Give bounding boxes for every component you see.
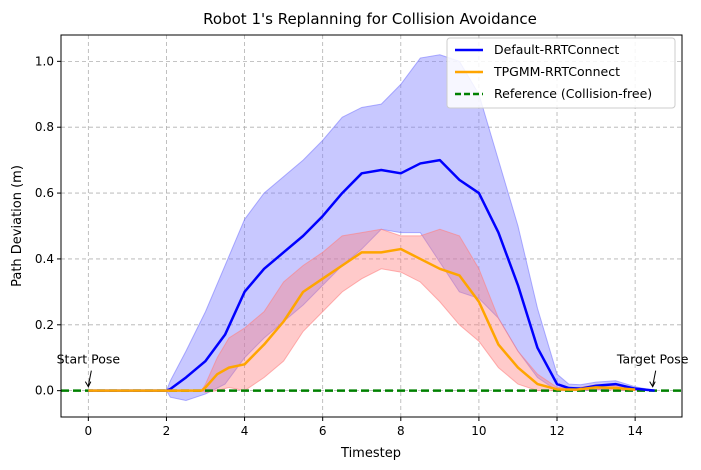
legend-label-reference: Reference (Collision-free) xyxy=(494,86,652,101)
annotation-arrow-head xyxy=(649,381,656,388)
x-tick-label: 10 xyxy=(471,424,486,438)
annotations: Start Pose Target Pose xyxy=(57,352,689,388)
x-tick-label: 8 xyxy=(397,424,405,438)
legend-box xyxy=(446,37,676,109)
y-tick-label: 0.8 xyxy=(35,120,54,134)
y-axis-ticks: 0.0 0.2 0.4 0.6 0.8 1.0 xyxy=(35,54,61,398)
y-tick-label: 1.0 xyxy=(35,54,54,68)
chart-title: Robot 1's Replanning for Collision Avoid… xyxy=(203,10,537,28)
annotation-arrow-shaft xyxy=(652,370,657,386)
annotation-arrow-shaft xyxy=(87,370,92,386)
x-tick-label: 6 xyxy=(319,424,327,438)
series-lines xyxy=(61,158,682,392)
y-tick-label: 0.6 xyxy=(35,186,54,200)
annotation-arrow-head xyxy=(84,381,92,388)
annotation-label: Start Pose xyxy=(57,352,121,367)
plot-frame xyxy=(60,34,683,418)
x-tick-label: 12 xyxy=(549,424,564,438)
legend-label-default: Default-RRTConnect xyxy=(494,42,619,57)
x-axis-label: Timestep xyxy=(340,446,401,461)
x-tick-label: 0 xyxy=(85,424,93,438)
legend-label-tpgmm: TPGMM-RRTConnect xyxy=(493,64,620,79)
x-axis-ticks: 0 2 4 6 8 10 12 14 xyxy=(85,417,643,438)
y-tick-label: 0.4 xyxy=(35,252,54,266)
x-tick-label: 2 xyxy=(163,424,171,438)
annotation-label: Target Pose xyxy=(616,352,689,367)
y-axis-label: Path Deviation (m) xyxy=(10,165,25,287)
y-tick-label: 0.0 xyxy=(35,384,54,398)
y-tick-label: 0.2 xyxy=(35,318,54,332)
x-tick-label: 4 xyxy=(241,424,249,438)
line-default-rrtconnect xyxy=(88,158,655,392)
line-tpgmm-rrtconnect xyxy=(88,247,636,392)
legend: Default-RRTConnect TPGMM-RRTConnect Refe… xyxy=(446,37,676,109)
x-tick-label: 14 xyxy=(627,424,642,438)
